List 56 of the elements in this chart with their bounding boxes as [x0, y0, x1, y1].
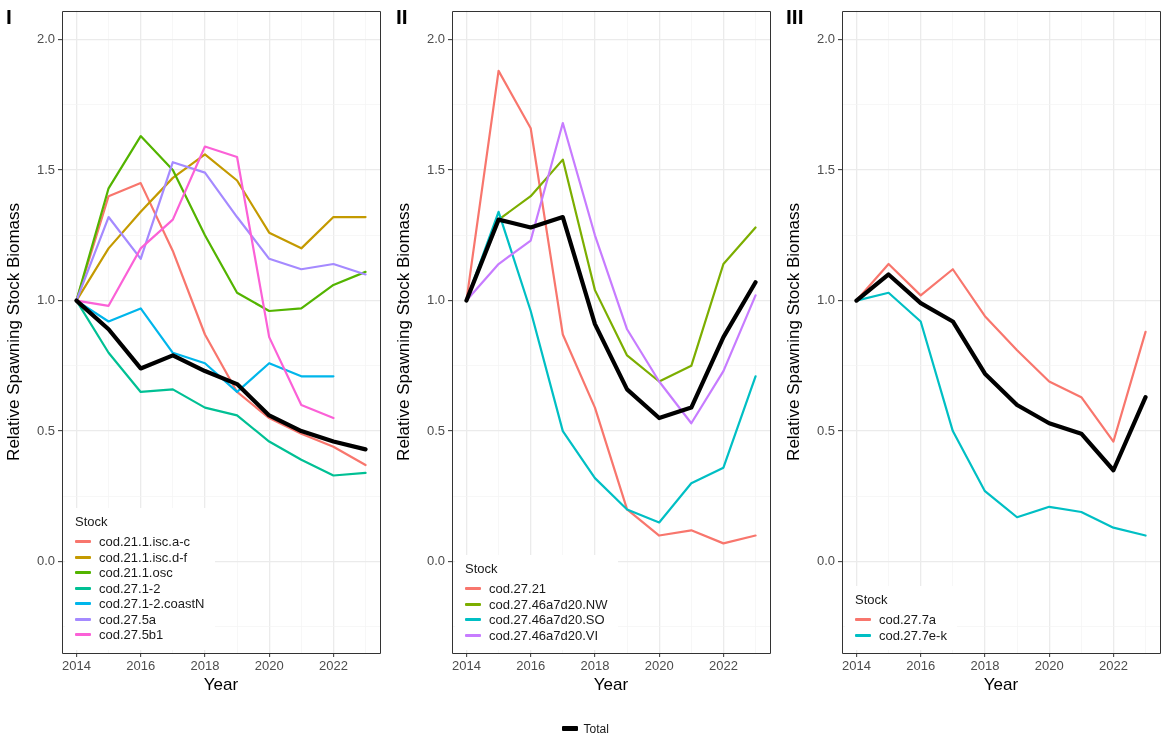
x-tick-label: 2022	[708, 658, 738, 674]
y-tick-label: 0.5	[426, 422, 445, 438]
legend-label: Total	[583, 721, 609, 736]
x-axis-title: Year	[593, 675, 629, 695]
y-tick-label: 1.0	[36, 292, 55, 308]
legend-label: cod.27.46a7d20.SO	[489, 612, 605, 628]
y-tick-label: 0.5	[816, 422, 835, 438]
legend-title: Stock	[855, 592, 889, 607]
x-tick-label: 2018	[970, 658, 1000, 674]
x-tick-label: 2018	[580, 658, 610, 674]
x-tick-label: 2016	[516, 658, 546, 674]
legend-label: cod.21.1.isc.a-c	[99, 534, 191, 550]
chart-title: II	[396, 5, 408, 28]
legend-label: cod.27.1-2	[99, 580, 161, 596]
chart-title: I	[6, 5, 12, 28]
y-tick-label: 2.0	[816, 31, 835, 47]
y-tick-label: 1.0	[426, 292, 445, 308]
legend-label: cod.27.7e-k	[879, 627, 947, 643]
x-tick-label: 2016	[126, 658, 156, 674]
y-tick-label: 0.0	[36, 553, 55, 569]
x-axis-title: Year	[203, 675, 239, 695]
legend-label: cod.27.46a7d20.VI	[489, 627, 599, 643]
y-tick-label: 0.5	[36, 422, 55, 438]
x-tick-label: 2016	[906, 658, 936, 674]
y-tick-label: 1.0	[816, 292, 835, 308]
legend-label: cod.27.7a	[879, 612, 937, 628]
legend-label: cod.21.1.osc	[99, 565, 173, 581]
x-tick-label: 2020	[254, 658, 284, 674]
legend-title: Stock	[75, 514, 109, 529]
x-tick-label: 2014	[841, 658, 871, 674]
y-axis-title: Relative Spawning Stock Biomass	[393, 202, 413, 461]
x-tick-label: 2014	[61, 658, 91, 674]
y-tick-label: 1.5	[426, 161, 445, 177]
x-axis-title: Year	[983, 675, 1019, 695]
legend-title: Stock	[465, 561, 499, 576]
y-tick-label: 0.0	[816, 553, 835, 569]
y-tick-label: 0.0	[426, 553, 445, 569]
x-tick-label: 2022	[1098, 658, 1128, 674]
y-tick-label: 1.5	[36, 161, 55, 177]
legend-label: cod.27.21	[489, 581, 547, 597]
legend-label: cod.21.1.isc.d-f	[99, 549, 188, 565]
x-tick-label: 2022	[318, 658, 348, 674]
legend-label: cod.27.46a7d20.NW	[489, 596, 608, 612]
chart-title: III	[786, 5, 804, 28]
y-tick-label: 2.0	[426, 31, 445, 47]
legend-label: cod.27.5b1	[99, 627, 164, 643]
x-tick-label: 2020	[1034, 658, 1064, 674]
legend-label: cod.27.1-2.coastN	[99, 596, 205, 612]
legend-label: cod.27.5a	[99, 611, 157, 627]
y-axis-title: Relative Spawning Stock Biomass	[783, 202, 803, 461]
y-axis-title: Relative Spawning Stock Biomass	[3, 202, 23, 461]
y-tick-label: 1.5	[816, 161, 835, 177]
y-tick-label: 2.0	[36, 31, 55, 47]
x-tick-label: 2014	[451, 658, 481, 674]
x-tick-label: 2018	[190, 658, 220, 674]
x-tick-label: 2020	[644, 658, 674, 674]
